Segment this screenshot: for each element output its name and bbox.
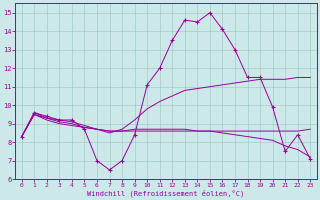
- X-axis label: Windchill (Refroidissement éolien,°C): Windchill (Refroidissement éolien,°C): [87, 189, 244, 197]
